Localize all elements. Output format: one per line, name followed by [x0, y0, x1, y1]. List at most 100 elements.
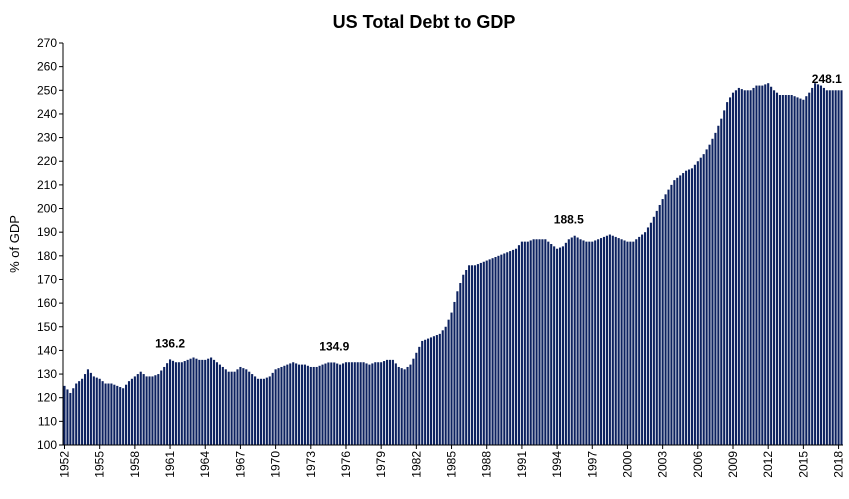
bar-19: [119, 387, 122, 445]
bar-226: [726, 102, 729, 446]
bar-204: [661, 199, 664, 445]
bar-18: [116, 385, 119, 445]
bar-58: [233, 371, 236, 445]
bar-254: [808, 92, 811, 445]
bar-257: [816, 84, 820, 445]
bar-151: [506, 252, 509, 445]
bar-78: [292, 362, 295, 445]
bar-155: [517, 245, 521, 445]
bar-25: [136, 374, 139, 445]
bar-242: [773, 90, 776, 445]
bar-176: [579, 239, 582, 445]
chart-title: US Total Debt to GDP: [333, 12, 516, 32]
bars-group: [63, 83, 843, 446]
bar-27: [142, 374, 145, 445]
bar-140: [473, 265, 477, 445]
bar-255: [811, 87, 814, 446]
bar-208: [673, 180, 676, 445]
bar-82: [303, 364, 306, 445]
bar-187: [611, 235, 614, 445]
bar-12: [98, 378, 101, 445]
bar-89: [324, 363, 327, 445]
bar-34: [163, 366, 166, 445]
bar-141: [476, 264, 479, 445]
bar-192: [626, 241, 629, 445]
x-tick-label: 1991: [515, 451, 529, 478]
bar-243: [775, 92, 779, 445]
bar-83: [306, 365, 309, 445]
x-tick-label: 1994: [550, 451, 564, 478]
bar-260: [825, 90, 828, 445]
bar-38: [174, 362, 177, 445]
bar-215: [693, 164, 696, 445]
bar-197: [641, 234, 644, 445]
bar-227: [729, 97, 732, 445]
bar-63: [248, 371, 251, 445]
bar-258: [819, 85, 823, 445]
bar-43: [189, 358, 192, 445]
bar-88: [321, 364, 324, 445]
bar-0: [63, 385, 66, 445]
bar-125: [429, 337, 433, 445]
bar-136: [462, 274, 465, 445]
bar-116: [403, 369, 406, 445]
bar-126: [432, 336, 435, 445]
bar-48: [204, 359, 207, 445]
bar-99: [353, 362, 356, 445]
bar-185: [605, 235, 608, 445]
x-tick-label: 1955: [93, 451, 107, 478]
x-tick-label: 2018: [832, 451, 846, 478]
bar-247: [787, 95, 790, 446]
axes-group: [62, 43, 843, 446]
bar-135: [459, 283, 462, 445]
bar-127: [435, 335, 438, 445]
bar-220: [708, 144, 711, 445]
bar-67: [259, 378, 262, 445]
bar-49: [207, 358, 210, 445]
bar-54: [221, 366, 224, 445]
x-tick-label: 1982: [409, 451, 423, 478]
bar-134: [456, 291, 459, 445]
bar-238: [761, 85, 764, 445]
bar-120: [415, 352, 418, 445]
bar-114: [397, 366, 400, 445]
bar-11: [95, 377, 98, 445]
bar-201: [652, 216, 655, 445]
bar-110: [385, 359, 389, 445]
bar-183: [600, 238, 603, 445]
bar-256: [814, 83, 817, 445]
bar-133: [453, 301, 456, 445]
bar-158: [526, 241, 529, 445]
y-tick-label: 140: [37, 343, 57, 357]
bar-47: [201, 359, 204, 445]
bar-22: [127, 381, 131, 445]
y-tick-label: 100: [37, 438, 57, 452]
bar-36: [169, 359, 172, 445]
bar-196: [638, 236, 641, 445]
bar-139: [471, 265, 474, 445]
bar-195: [635, 239, 638, 445]
bar-236: [755, 85, 758, 445]
bar-7: [83, 374, 87, 445]
bar-225: [723, 110, 726, 445]
bar-249: [793, 96, 796, 446]
bar-163: [541, 239, 544, 445]
bar-145: [488, 259, 491, 445]
bar-190: [620, 239, 623, 445]
bar-193: [629, 241, 632, 445]
bar-13: [101, 381, 104, 445]
bar-209: [676, 177, 679, 446]
bar-41: [183, 361, 186, 445]
bar-160: [532, 239, 535, 445]
bar-152: [509, 251, 512, 445]
y-tick-label: 120: [37, 391, 57, 405]
bar-264: [837, 90, 840, 445]
bar-68: [262, 378, 265, 445]
bar-77: [289, 363, 292, 445]
bar-8: [86, 369, 90, 445]
bar-91: [330, 362, 333, 445]
bar-81: [300, 364, 304, 445]
x-tick-label: 1985: [445, 451, 459, 478]
y-tick-label: 190: [37, 225, 57, 239]
bar-218: [702, 154, 705, 445]
